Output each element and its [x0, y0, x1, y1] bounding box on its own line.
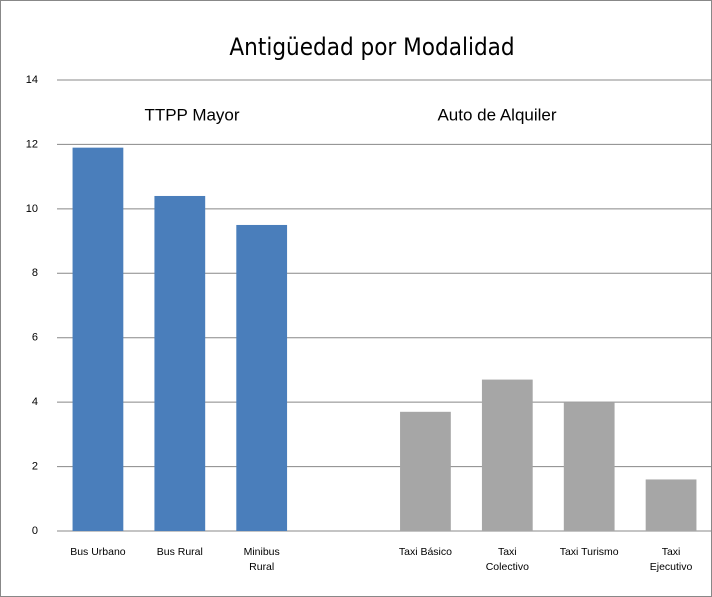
y-tick-label: 0	[32, 525, 38, 537]
bar	[400, 411, 451, 531]
x-tick-label: Taxi Ejecutivo	[649, 546, 693, 573]
annotation: Auto de Alquiler	[437, 105, 556, 124]
bar	[236, 224, 288, 531]
x-tick-label: Taxi Turismo	[559, 546, 619, 558]
x-tick-label: Taxi Colectivo	[485, 546, 529, 573]
y-tick-label: 14	[26, 74, 38, 86]
x-tick-label: Taxi Básico	[398, 546, 452, 558]
y-tick-label: 8	[32, 267, 38, 279]
x-tick-label: Bus Rural	[156, 546, 203, 558]
y-tick-label: 2	[32, 460, 38, 472]
x-tick-label: Bus Urbano	[70, 546, 126, 558]
chart-title: Antigüedad por Modalidad	[229, 33, 514, 61]
bar	[563, 402, 615, 531]
y-tick-label: 4	[32, 396, 38, 408]
bar	[481, 379, 533, 531]
bar	[645, 479, 697, 531]
y-tick-label: 10	[26, 203, 38, 215]
bar	[72, 147, 124, 531]
y-tick-label: 6	[32, 332, 38, 344]
bar	[154, 195, 206, 531]
x-tick-label: Minibus Rural	[243, 546, 280, 573]
annotation: TTPP Mayor	[144, 105, 239, 124]
y-tick-label: 12	[26, 138, 38, 150]
